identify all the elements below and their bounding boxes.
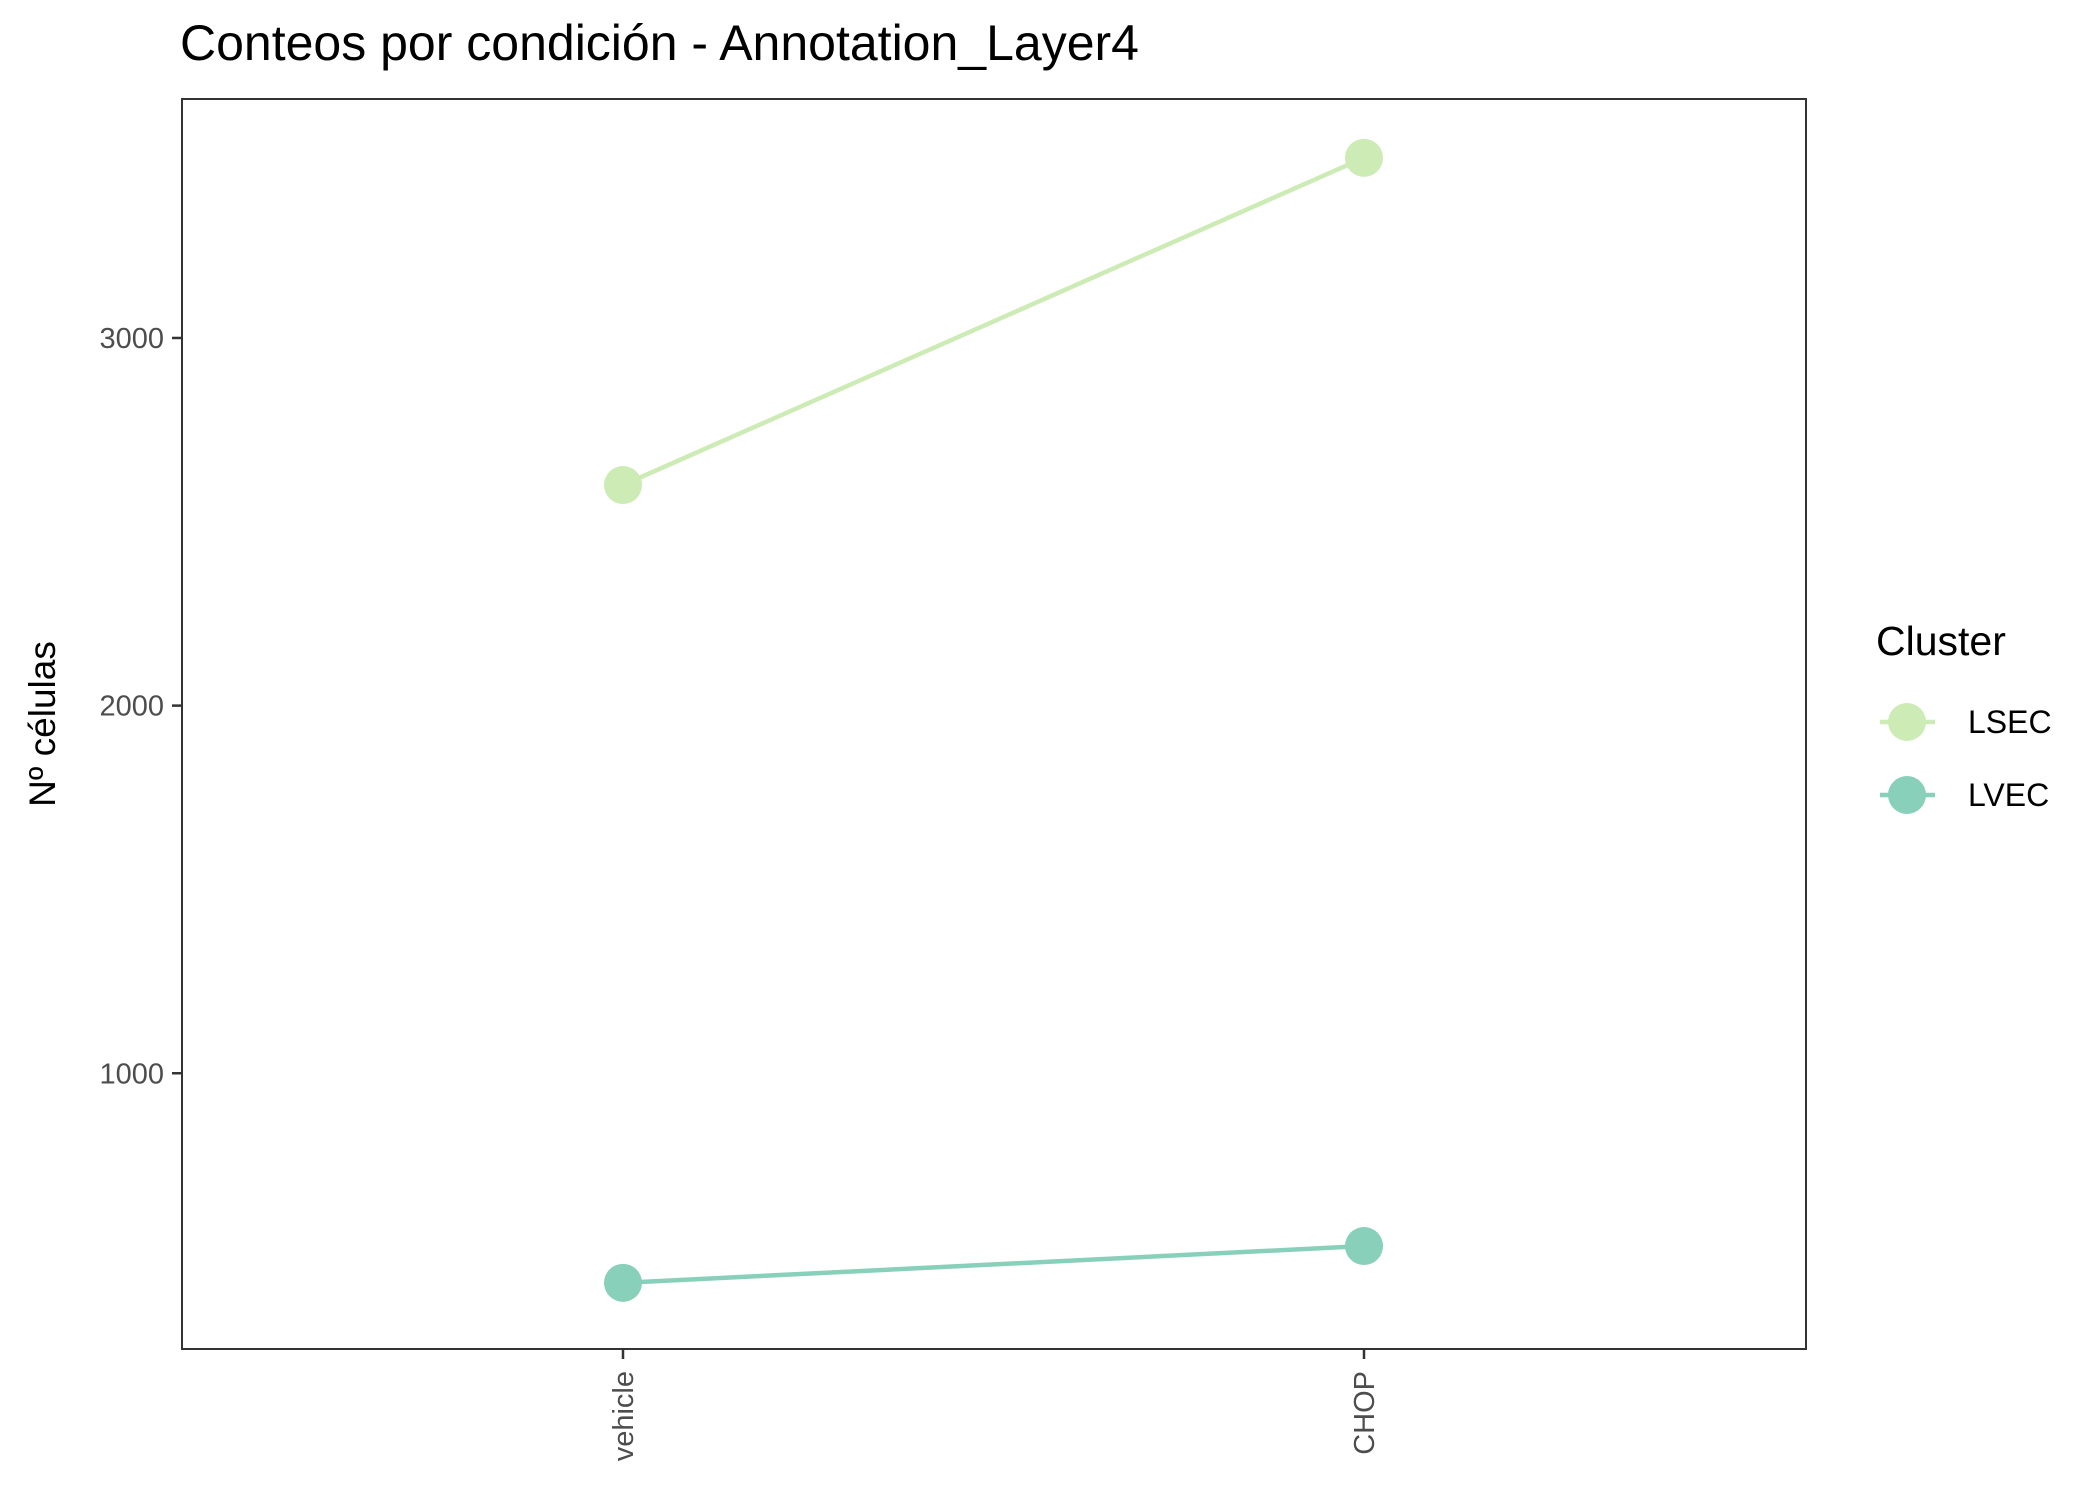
point-lsec-chop [1345,138,1383,177]
legend-label-lsec: LSEC [1968,704,2052,740]
legend-title: Cluster [1876,618,2006,664]
x-axis: vehicle CHOP [608,1349,1381,1461]
chart-title: Conteos por condición - Annotation_Layer… [180,15,1139,71]
y-tick-label-2000: 2000 [99,691,164,723]
x-tick-label-vehicle: vehicle [608,1371,640,1461]
point-lvec-vehicle [604,1263,642,1302]
point-lsec-vehicle [604,466,642,505]
legend-key-lsec [1888,703,1926,741]
point-lvec-chop [1345,1227,1383,1266]
plot-panel [181,98,1807,1350]
y-axis-title: Nº células [22,641,63,807]
series-layer [604,138,1383,1302]
legend-label-lvec: LVEC [1968,777,2049,813]
legend: Cluster LSEC LVEC [1876,618,2052,814]
y-tick-label-3000: 3000 [99,323,164,355]
y-axis: 1000 2000 3000 [99,323,182,1090]
legend-key-lvec [1888,776,1926,814]
x-tick-label-CHOP: CHOP [1349,1371,1381,1455]
series-line-lsec [622,155,1365,488]
series-line-lvec [622,1243,1365,1286]
y-tick-label-1000: 1000 [99,1058,164,1090]
